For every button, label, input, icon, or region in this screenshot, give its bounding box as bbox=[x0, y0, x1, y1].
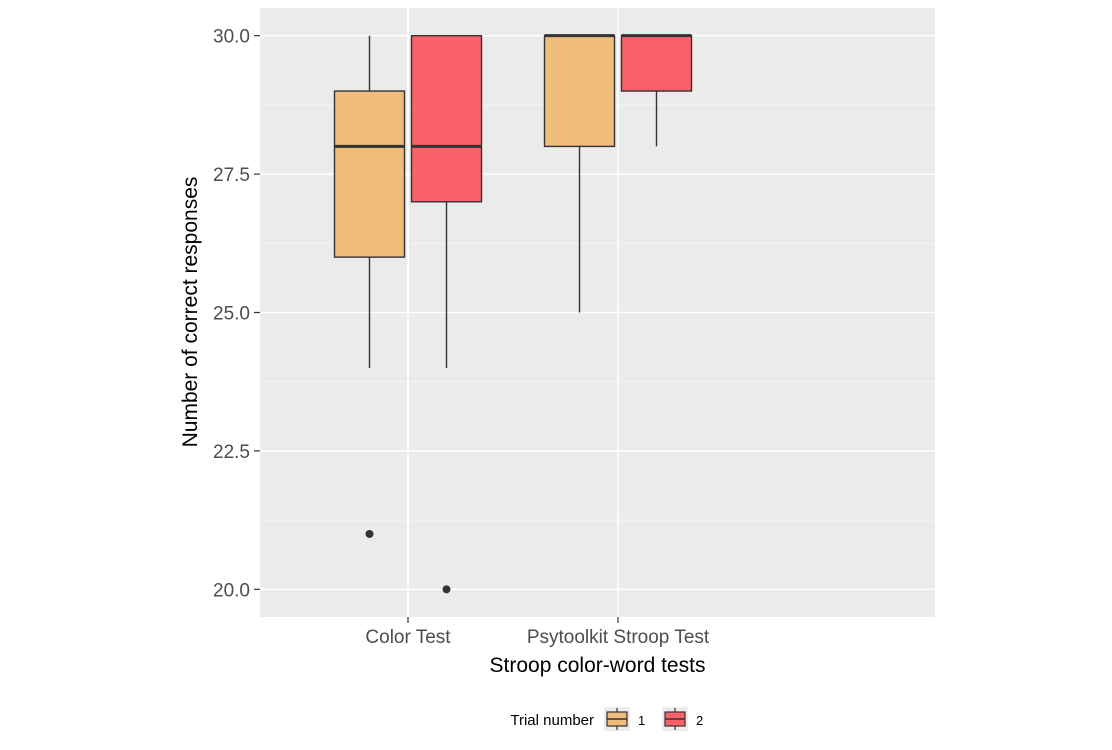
legend-label: 2 bbox=[696, 713, 703, 728]
outlier-point bbox=[365, 529, 374, 538]
legend: Trial number 1 2 bbox=[510, 707, 703, 731]
box-iqr bbox=[333, 90, 406, 258]
y-tick-label: 22.5 bbox=[213, 442, 250, 463]
x-axis: Color Test Psytoolkit Stroop Test bbox=[365, 617, 710, 648]
box-color-test-trial-1 bbox=[333, 35, 406, 538]
box-psytoolkit-stroop-test-trial-1 bbox=[543, 34, 616, 313]
outlier-point bbox=[442, 585, 451, 594]
y-tick-label: 27.5 bbox=[213, 165, 250, 186]
x-axis-title: Stroop color-word tests bbox=[490, 654, 706, 677]
box-iqr bbox=[543, 34, 616, 148]
y-axis: 20.0 22.5 25.0 27.5 30.0 bbox=[213, 27, 260, 601]
x-tick-label: Color Test bbox=[365, 627, 451, 648]
x-tick-label: Psytoolkit Stroop Test bbox=[527, 627, 710, 648]
box-iqr bbox=[410, 34, 483, 203]
y-tick-label: 25.0 bbox=[213, 304, 250, 325]
box-elements bbox=[333, 34, 693, 594]
legend-label: 1 bbox=[638, 713, 645, 728]
legend-key-trial-2: 2 bbox=[662, 707, 703, 731]
box-iqr bbox=[620, 34, 693, 92]
box-color-test-trial-2 bbox=[410, 34, 483, 594]
box-psytoolkit-stroop-test-trial-2 bbox=[620, 34, 693, 147]
legend-title: Trial number bbox=[510, 712, 594, 729]
y-tick-label: 30.0 bbox=[213, 27, 250, 48]
legend-key-trial-1: 1 bbox=[604, 707, 645, 731]
y-tick-label: 20.0 bbox=[213, 580, 250, 601]
y-axis-title: Number of correct responses bbox=[179, 177, 202, 448]
